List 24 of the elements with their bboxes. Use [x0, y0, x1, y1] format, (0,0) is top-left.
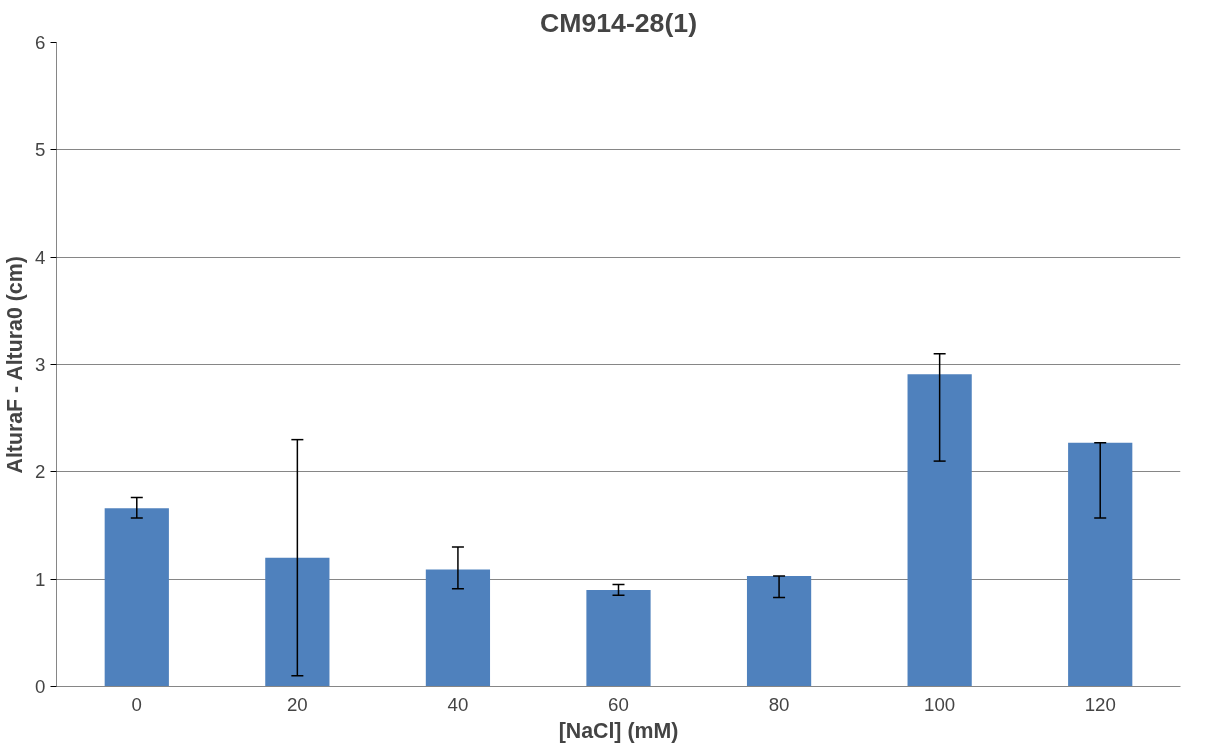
x-tick-label: 40: [447, 693, 469, 715]
x-tick-label: 80: [768, 693, 790, 715]
x-tick-label: 60: [608, 693, 629, 715]
y-tick-label: 4: [35, 246, 46, 268]
y-tick-label: 6: [35, 32, 46, 53]
bar: [104, 508, 169, 687]
y-tick-label: 2: [35, 461, 46, 483]
y-axis-title: AlturaF - Altura0 (cm): [3, 256, 28, 474]
bar: [425, 569, 491, 687]
x-tick-label: 120: [1084, 693, 1116, 715]
x-tick-label: 20: [286, 693, 308, 715]
y-tick-label: 5: [35, 139, 46, 161]
bar: [586, 589, 651, 687]
x-axis-title: [NaCl] (mM): [558, 718, 679, 743]
x-tick-label: 0: [131, 693, 142, 715]
y-tick-label: 1: [35, 568, 46, 590]
y-tick-label: 0: [35, 676, 46, 697]
chart-title: CM914-28(1): [539, 7, 698, 38]
bar: [265, 557, 330, 687]
y-tick-label: 3: [35, 354, 46, 375]
bar: [907, 374, 972, 687]
bar: [746, 575, 812, 687]
x-tick-label: 100: [924, 693, 956, 715]
bar: [1068, 442, 1133, 687]
